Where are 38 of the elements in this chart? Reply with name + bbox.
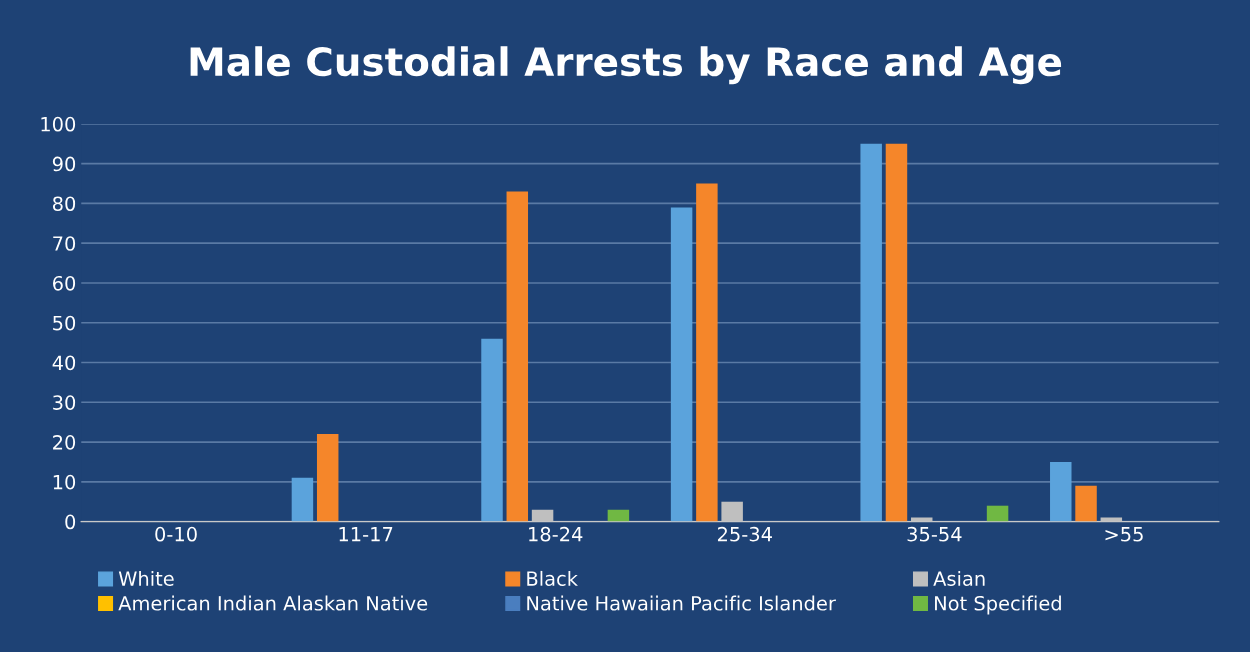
y-tick-label: 10 bbox=[53, 474, 76, 490]
bar bbox=[607, 509, 630, 522]
y-tick-label: 100 bbox=[41, 116, 76, 132]
y-tick-label: 80 bbox=[52, 196, 76, 212]
x-tick-label: >55 bbox=[1105, 527, 1143, 542]
legend-label: Black bbox=[527, 570, 578, 586]
bar bbox=[1050, 461, 1072, 522]
y-tick-label: 0 bbox=[65, 514, 76, 530]
x-tick-label: 0-10 bbox=[155, 526, 197, 542]
y-tick-label: 50 bbox=[53, 315, 76, 331]
y-tick-label: 40 bbox=[52, 355, 76, 371]
x-tick-label: 25-34 bbox=[717, 526, 772, 542]
bar bbox=[481, 338, 503, 522]
bar bbox=[506, 191, 529, 522]
bar bbox=[721, 501, 743, 522]
bar bbox=[670, 207, 693, 522]
chart-title: Male Custodial Arrests by Race and Age bbox=[190, 46, 1062, 85]
legend-label: Asian bbox=[933, 570, 985, 586]
bar bbox=[291, 477, 314, 522]
bar bbox=[1075, 485, 1097, 522]
x-tick-label: 11-17 bbox=[339, 527, 393, 542]
legend-label: White bbox=[118, 570, 174, 586]
legend-label: Native Hawaiian Pacific Islander bbox=[527, 595, 836, 611]
x-tick-label: 35-54 bbox=[907, 526, 962, 542]
bar bbox=[860, 143, 882, 522]
bar bbox=[986, 505, 1009, 522]
bar bbox=[531, 509, 554, 522]
y-tick-label: 30 bbox=[53, 395, 76, 410]
y-tick-label: 90 bbox=[52, 156, 76, 172]
y-tick-label: 60 bbox=[53, 275, 76, 291]
bar bbox=[316, 434, 339, 522]
legend-label: American Indian Alaskan Native bbox=[118, 595, 428, 611]
legend-label: Not Specified bbox=[935, 595, 1061, 615]
y-tick-label: 70 bbox=[53, 236, 76, 251]
bar bbox=[696, 183, 718, 522]
y-tick-label: 20 bbox=[53, 435, 76, 450]
bar bbox=[885, 143, 908, 522]
x-tick-label: 18-24 bbox=[529, 526, 583, 542]
